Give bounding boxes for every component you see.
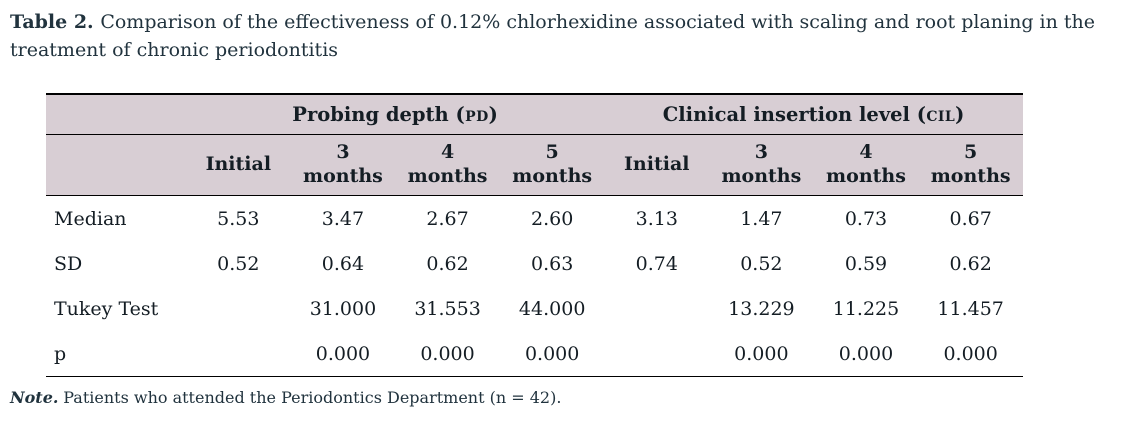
results-table: Probing depth (pd) Clinical insertion le… bbox=[46, 93, 1023, 377]
group-header-abbr: (pd) bbox=[455, 103, 499, 126]
cell-value: 0.62 bbox=[918, 240, 1023, 286]
cell-value: 0.000 bbox=[813, 330, 919, 377]
group-header-title: Probing depth bbox=[292, 103, 449, 126]
cell-value: 13.229 bbox=[709, 285, 814, 331]
cell-value: 1.47 bbox=[709, 195, 814, 241]
table-note-label: Note. bbox=[10, 387, 59, 407]
row-label: p bbox=[46, 330, 187, 377]
cell-value: 0.000 bbox=[709, 330, 814, 377]
group-header-probing-depth: Probing depth (pd) bbox=[186, 93, 605, 135]
column-header-pd-3-months: 3 months bbox=[290, 134, 396, 196]
table-caption: Table 2. Comparison of the effectiveness … bbox=[10, 8, 1124, 64]
cell-value: 0.000 bbox=[395, 330, 500, 377]
cell-value: 31.000 bbox=[290, 285, 396, 331]
column-header-pd-5-months: 5 months bbox=[499, 134, 605, 196]
table-note: Note. Patients who attended the Periodont… bbox=[10, 388, 1133, 407]
cell-value: 0.000 bbox=[499, 330, 605, 377]
cell-value: 11.225 bbox=[813, 285, 919, 331]
cell-value: 3.47 bbox=[290, 195, 396, 241]
cell-value bbox=[604, 330, 710, 377]
cell-value: 0.63 bbox=[499, 240, 605, 286]
cell-value: 0.000 bbox=[290, 330, 396, 377]
cell-value: 0.67 bbox=[918, 195, 1023, 241]
group-header-clinical-insertion-level: Clinical insertion level (cil) bbox=[604, 93, 1023, 135]
group-header-title: Clinical insertion level bbox=[662, 103, 910, 126]
cell-value: 0.74 bbox=[604, 240, 710, 286]
cell-value: 2.67 bbox=[395, 195, 500, 241]
column-header-cil-4-months: 4 months bbox=[813, 134, 919, 196]
cell-value: 0.000 bbox=[918, 330, 1023, 377]
group-header-row: Probing depth (pd) Clinical insertion le… bbox=[46, 93, 1023, 135]
table-row-median: Median 5.53 3.47 2.67 2.60 3.13 1.47 0.7… bbox=[46, 195, 1023, 241]
group-header-abbr: (cil) bbox=[916, 103, 965, 126]
table-row-p: p 0.000 0.000 0.000 0.000 0.000 0.000 bbox=[46, 330, 1023, 377]
cell-value: 44.000 bbox=[499, 285, 605, 331]
cell-value: 0.64 bbox=[290, 240, 396, 286]
row-label: Median bbox=[46, 195, 187, 241]
table-caption-text: Comparison of the effectiveness of 0.12%… bbox=[10, 11, 1096, 61]
table-caption-number: Table 2. bbox=[10, 11, 94, 33]
cell-value: 0.52 bbox=[186, 240, 291, 286]
row-label: SD bbox=[46, 240, 187, 286]
cell-value: 3.13 bbox=[604, 195, 710, 241]
column-header-cil-initial: Initial bbox=[604, 134, 710, 196]
cell-value: 31.553 bbox=[395, 285, 500, 331]
column-header-row: Initial 3 months 4 months 5 months Initi… bbox=[46, 134, 1023, 196]
cell-value: 5.53 bbox=[186, 195, 291, 241]
cell-value bbox=[186, 285, 291, 331]
cell-value: 0.62 bbox=[395, 240, 500, 286]
column-header-pd-initial: Initial bbox=[186, 134, 291, 196]
group-header-spacer bbox=[46, 93, 187, 135]
cell-value: 0.52 bbox=[709, 240, 814, 286]
cell-value bbox=[186, 330, 291, 377]
cell-value: 2.60 bbox=[499, 195, 605, 241]
column-header-pd-4-months: 4 months bbox=[395, 134, 500, 196]
column-header-spacer bbox=[46, 134, 187, 196]
table-row-tukey-test: Tukey Test 31.000 31.553 44.000 13.229 1… bbox=[46, 285, 1023, 331]
column-header-cil-3-months: 3 months bbox=[709, 134, 814, 196]
cell-value: 0.59 bbox=[813, 240, 919, 286]
table-note-text: Patients who attended the Periodontics D… bbox=[63, 387, 562, 407]
column-header-cil-5-months: 5 months bbox=[918, 134, 1023, 196]
table-row-sd: SD 0.52 0.64 0.62 0.63 0.74 0.52 0.59 0.… bbox=[46, 240, 1023, 286]
row-label: Tukey Test bbox=[46, 285, 187, 331]
cell-value bbox=[604, 285, 710, 331]
cell-value: 11.457 bbox=[918, 285, 1023, 331]
cell-value: 0.73 bbox=[813, 195, 919, 241]
